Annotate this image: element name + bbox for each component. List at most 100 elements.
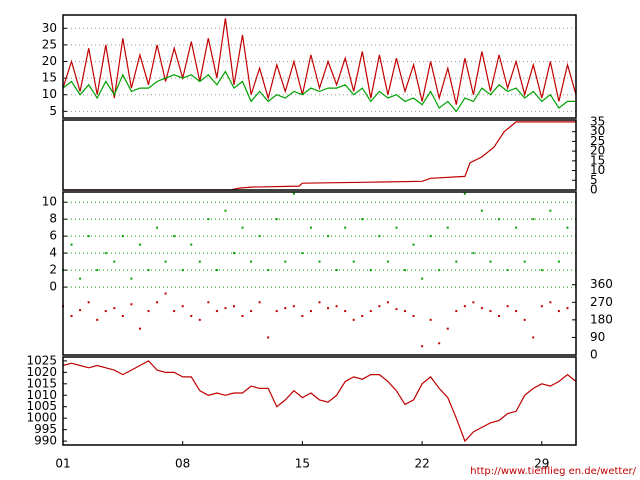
- data-dot: [309, 226, 312, 229]
- data-dot: [446, 327, 449, 330]
- data-dot: [438, 342, 441, 345]
- data-dot: [378, 235, 381, 238]
- data-dot: [327, 307, 330, 310]
- data-dot: [386, 301, 389, 304]
- y-tick-label: 1000: [26, 411, 57, 425]
- y-tick-label: 30: [42, 21, 57, 35]
- y2-tick-label: 0: [590, 183, 598, 197]
- y2-tick-label: 35: [590, 114, 605, 128]
- data-line: [62, 360, 577, 443]
- data-dot: [164, 260, 167, 263]
- data-dot: [250, 310, 253, 313]
- panel-frame: [62, 14, 577, 119]
- data-dot: [181, 269, 184, 272]
- data-dot: [335, 269, 338, 272]
- data-dot: [412, 314, 415, 317]
- x-tick-label: 22: [414, 457, 429, 471]
- data-dot: [224, 209, 227, 212]
- data-dot: [429, 318, 432, 321]
- y2-tick-label: 25: [590, 134, 605, 148]
- data-dot: [301, 252, 304, 255]
- data-dot: [233, 305, 235, 308]
- data-dot: [472, 252, 475, 255]
- data-dot: [549, 301, 552, 304]
- data-dot: [404, 310, 406, 313]
- data-dot: [156, 226, 159, 229]
- data-dot: [369, 310, 372, 313]
- data-dot: [104, 252, 107, 255]
- data-dot: [267, 336, 270, 339]
- data-dot: [258, 301, 261, 304]
- y2-tick-label: 90: [590, 330, 605, 344]
- y2-tick-label: 180: [590, 312, 613, 326]
- data-dot: [292, 305, 295, 308]
- data-dot: [258, 235, 261, 238]
- data-dot: [455, 310, 458, 313]
- data-dot: [113, 260, 116, 263]
- data-dot: [207, 301, 210, 304]
- data-dot: [352, 318, 355, 321]
- y-tick-label: 1005: [26, 399, 57, 413]
- data-dot: [147, 310, 150, 313]
- data-dot: [275, 218, 278, 221]
- data-dot: [87, 301, 90, 304]
- data-dot: [138, 243, 141, 246]
- data-dot: [489, 260, 492, 263]
- data-dot: [70, 243, 73, 246]
- data-dot: [318, 301, 321, 304]
- data-dot: [79, 309, 82, 312]
- data-dot: [224, 307, 227, 310]
- data-dot: [130, 277, 133, 280]
- data-dot: [421, 345, 424, 348]
- y-tick-label: 1020: [26, 365, 57, 379]
- data-dot: [87, 235, 90, 238]
- data-dot: [472, 301, 475, 304]
- data-dot: [480, 307, 483, 310]
- y2-tick-label: 15: [590, 153, 605, 167]
- data-dot: [344, 310, 347, 313]
- y-tick-label: 4: [49, 246, 57, 260]
- y2-tick-label: 360: [590, 277, 613, 291]
- panel-frame: [62, 119, 577, 191]
- data-dot: [284, 260, 287, 263]
- data-dot: [463, 305, 466, 308]
- data-dot: [557, 310, 560, 313]
- data-dot: [173, 235, 176, 238]
- data-dot: [190, 314, 193, 317]
- y-tick-label: 1015: [26, 376, 57, 390]
- data-dot: [138, 327, 141, 330]
- data-dot: [404, 269, 406, 272]
- footer-url: http://www.tiefflieg en.de/wetter/: [470, 466, 636, 477]
- panel-frame: [62, 191, 577, 356]
- data-dot: [446, 226, 449, 229]
- data-dot: [121, 235, 124, 238]
- x-tick-label: 29: [534, 457, 549, 471]
- data-line: [62, 18, 577, 105]
- data-dot: [506, 269, 509, 272]
- data-dot: [463, 192, 466, 195]
- data-dot: [156, 301, 159, 304]
- data-dot: [395, 308, 398, 311]
- data-dot: [164, 292, 167, 295]
- y-tick-label: 10: [42, 87, 57, 101]
- data-dot: [438, 269, 441, 272]
- data-dot: [215, 310, 218, 313]
- data-dot: [241, 226, 244, 229]
- y-tick-label: 2: [49, 263, 57, 277]
- data-dot: [557, 260, 560, 263]
- x-tick-label: 15: [295, 457, 310, 471]
- y-tick-label: 995: [34, 422, 57, 436]
- x-tick-label: 08: [175, 457, 190, 471]
- data-dot: [292, 192, 295, 195]
- data-dot: [352, 260, 355, 263]
- data-dot: [181, 305, 184, 308]
- data-dot: [207, 218, 210, 221]
- data-dot: [429, 235, 432, 238]
- data-dot: [198, 260, 201, 263]
- data-dot: [335, 305, 338, 308]
- data-dot: [523, 260, 526, 263]
- data-dot: [104, 310, 107, 313]
- data-dot: [113, 307, 116, 310]
- data-dot: [344, 226, 347, 229]
- y-tick-label: 0: [49, 280, 57, 294]
